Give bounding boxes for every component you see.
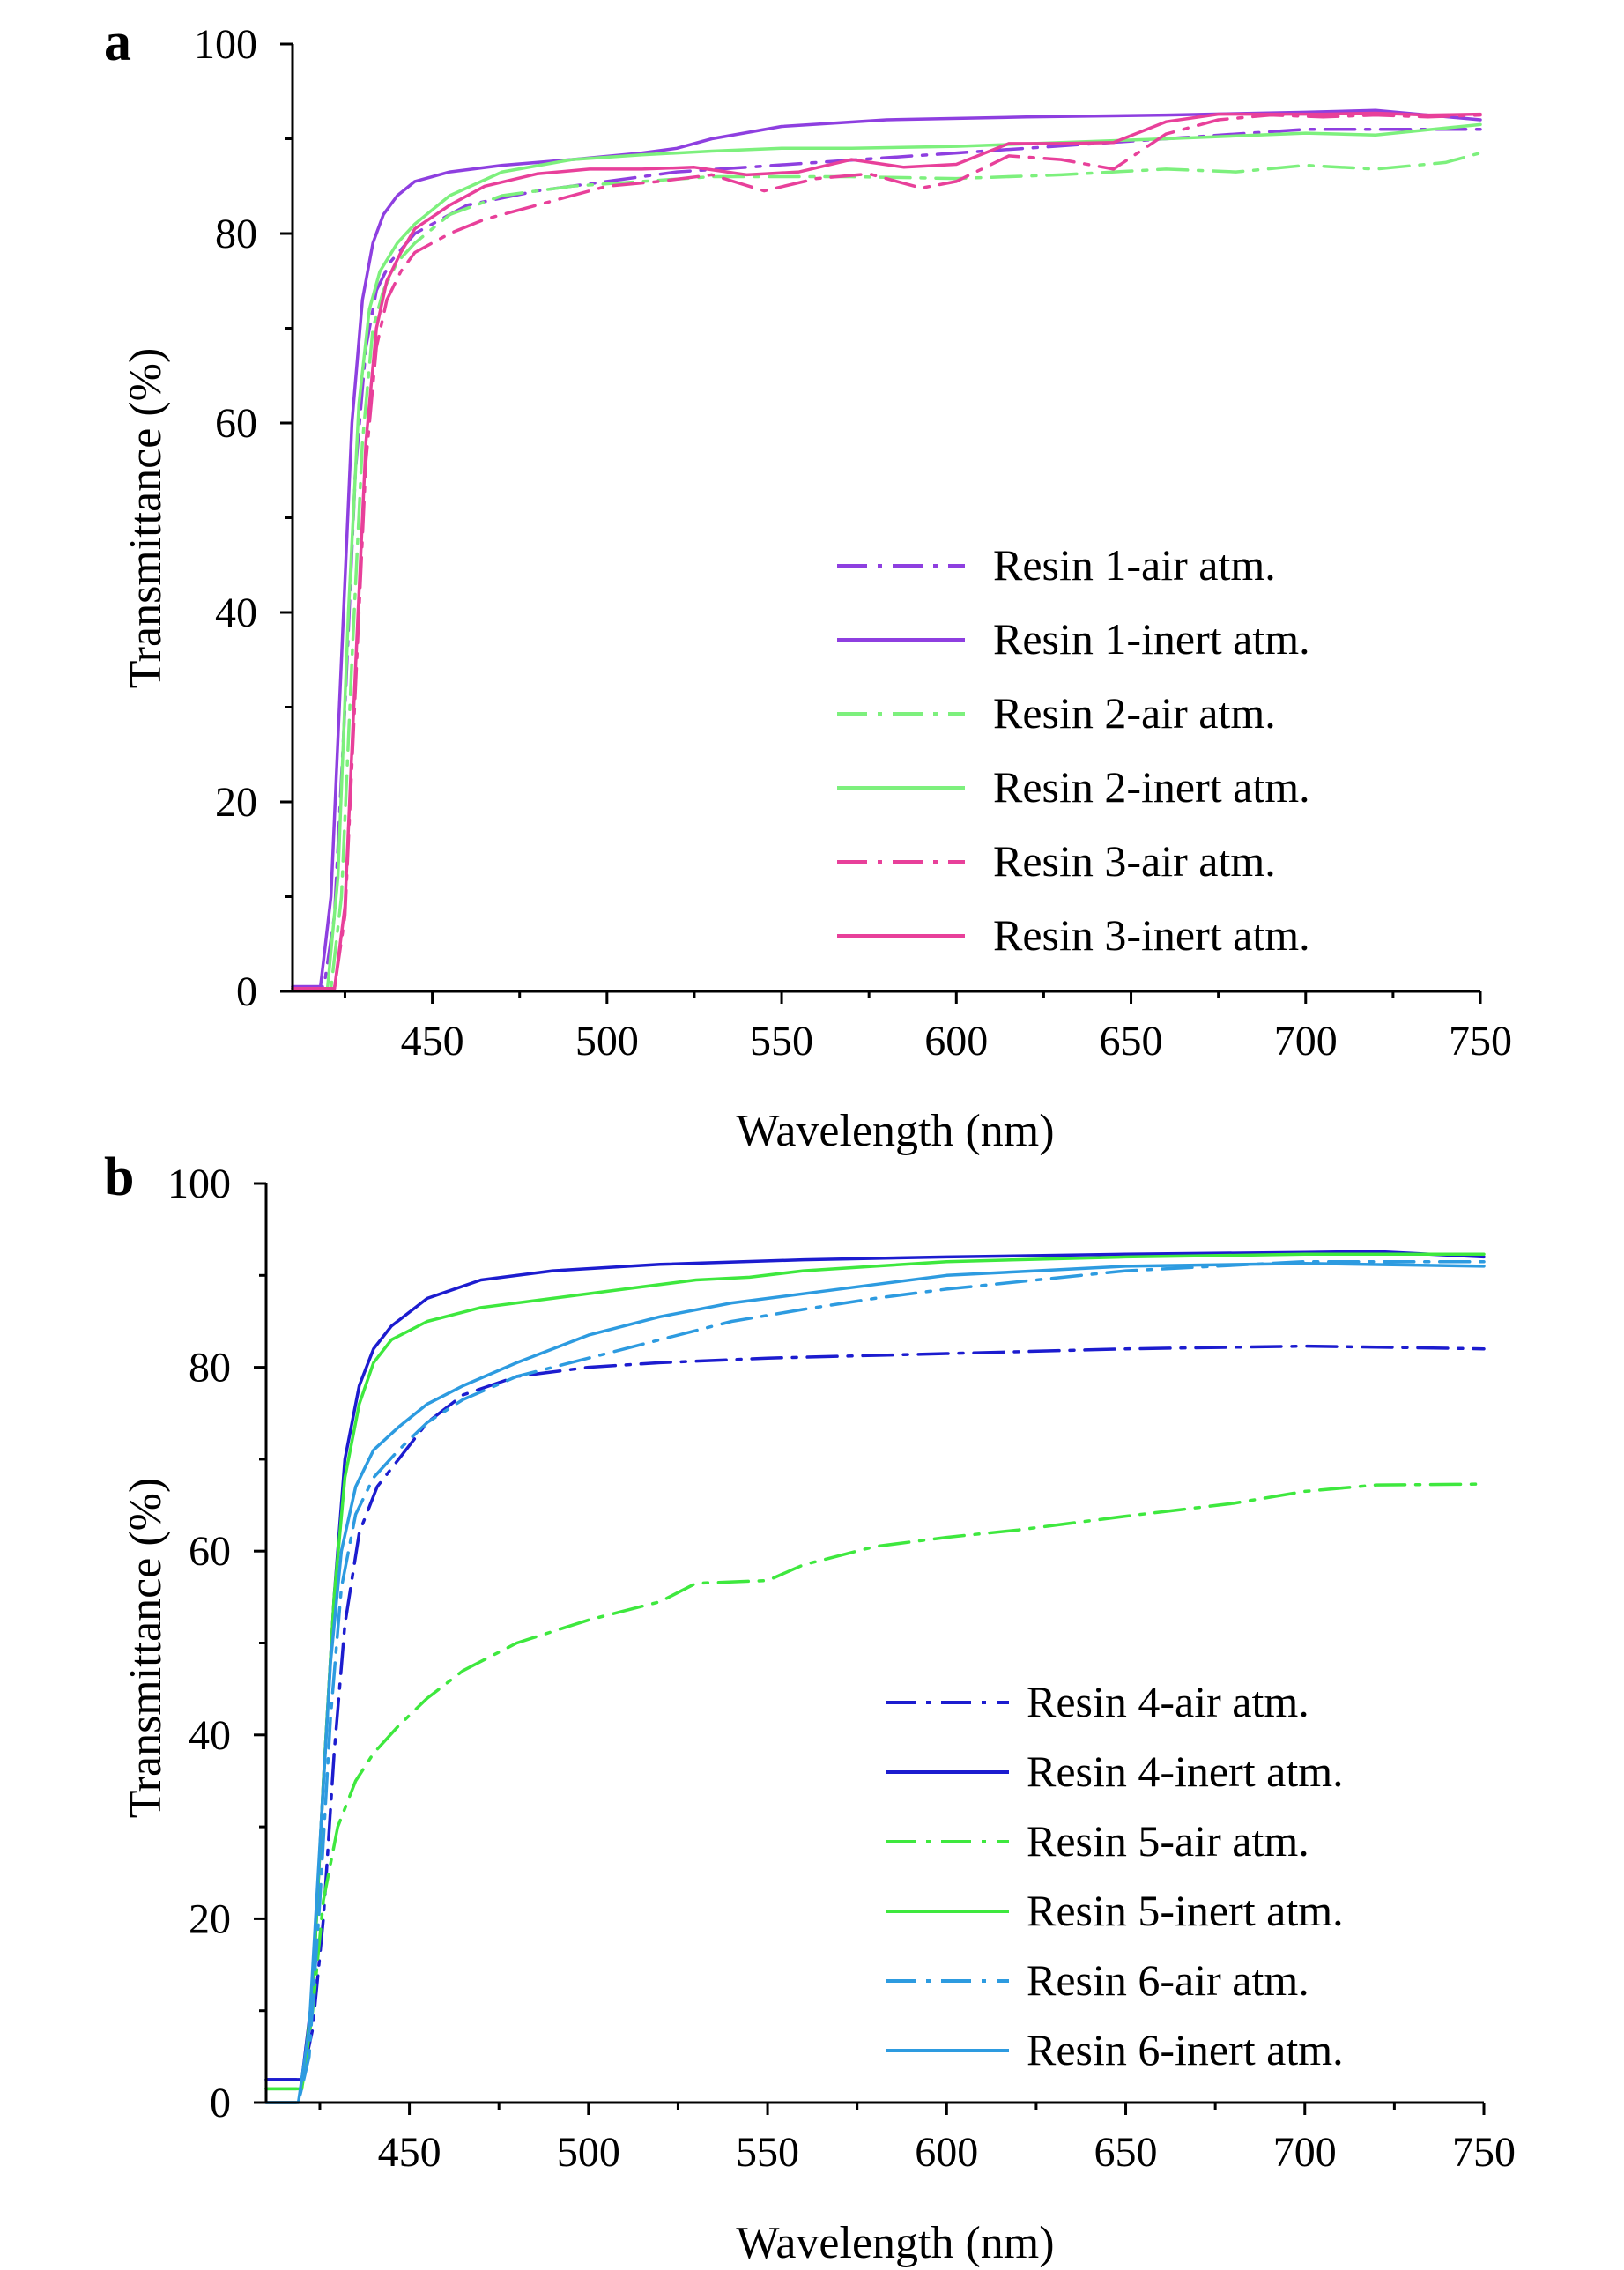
- panel-b-y-tick-label: 40: [189, 1712, 231, 1759]
- panel-a-legend-label-5: Resin 3-air atm.: [993, 836, 1276, 886]
- panel-b-x-tick-label: 550: [736, 2129, 799, 2176]
- panel-a-y-tick-label: 20: [215, 779, 257, 826]
- panel-b-legend-label-3: Resin 5-air atm.: [1027, 1816, 1309, 1866]
- panel-a-x-tick-label: 450: [401, 1018, 464, 1065]
- panel-b-legend-label-2: Resin 4-inert atm.: [1027, 1747, 1344, 1796]
- panel-a-x-axis-title: Wavelength (nm): [736, 1106, 1054, 1156]
- panel-a-y-tick-label: 80: [215, 211, 257, 257]
- panel-a-label: a: [104, 12, 131, 72]
- panel-a-legend-label-2: Resin 1-inert atm.: [993, 614, 1310, 664]
- panel-b-x-tick-label: 650: [1094, 2129, 1158, 2176]
- panel-b-legend-label-6: Resin 6-inert atm.: [1027, 2025, 1344, 2074]
- panel-b-y-axis-title: Transmittance (%): [121, 1478, 171, 1819]
- panel-a: a 450 500 550 600 650 700 750 0 20 40 60 80 100 Wave…: [104, 12, 1512, 1156]
- panel-b-x-axis-title: Wavelength (nm): [736, 2218, 1054, 2268]
- panel-a-series-line-5: [291, 113, 1482, 990]
- panel-b-series-line-3: [264, 1482, 1486, 2091]
- panel-a-legend: Resin 1-air atm. Resin 1-inert atm. Resin …: [837, 540, 1310, 960]
- panel-b-ticks: 450 500 550 600 650 700 750 0 20 40 60 80 100: [167, 1161, 1516, 2176]
- panel-b-y-tick-label: 60: [189, 1528, 231, 1575]
- panel-a-series-group: [291, 108, 1482, 990]
- panel-a-series-line-4: [291, 122, 1482, 990]
- panel-b-series-line-6: [264, 1261, 1486, 2104]
- panel-b-y-tick-label: 100: [167, 1161, 231, 1207]
- panel-b-series-line-1: [264, 1344, 1486, 2081]
- panel-a-series-line-1: [291, 128, 1482, 989]
- panel-a-series-line-3: [291, 151, 1482, 990]
- panel-b-x-tick-label: 750: [1452, 2129, 1516, 2176]
- panel-a-x-tick-label: 600: [924, 1018, 988, 1065]
- panel-a-x-tick-label: 550: [750, 1018, 813, 1065]
- panel-b-y-tick-label: 0: [210, 2080, 231, 2126]
- panel-b-x-tick-label: 600: [915, 2129, 978, 2176]
- panel-a-x-tick-label: 700: [1274, 1018, 1338, 1065]
- panel-a-x-tick-label: 650: [1100, 1018, 1163, 1065]
- panel-a-x-tick-label: 500: [575, 1018, 639, 1065]
- panel-b-label: b: [104, 1147, 134, 1207]
- panel-a-x-tick-label: 750: [1449, 1018, 1512, 1065]
- panel-b-legend: Resin 4-air atm. Resin 4-inert atm. Resin …: [886, 1677, 1344, 2074]
- panel-a-series-line-6: [291, 111, 1482, 990]
- panel-a-y-tick-label: 40: [215, 590, 257, 636]
- panel-a-y-axis-title: Transmittance (%): [121, 348, 171, 689]
- panel-a-legend-label-3: Resin 2-air atm.: [993, 688, 1276, 738]
- panel-a-legend-label-6: Resin 3-inert atm.: [993, 910, 1310, 960]
- panel-a-y-tick-label: 60: [215, 400, 257, 447]
- panel-b-legend-label-5: Resin 6-air atm.: [1027, 1955, 1309, 2005]
- panel-b-series-group: [264, 1250, 1486, 2104]
- panel-b-x-tick-label: 450: [378, 2129, 441, 2176]
- panel-b-x-tick-label: 700: [1273, 2129, 1337, 2176]
- panel-b-y-tick-label: 80: [189, 1345, 231, 1391]
- panel-a-ticks: 450 500 550 600 650 700 750 0 20 40 60 80 100: [194, 21, 1512, 1065]
- panel-b-legend-label-1: Resin 4-air atm.: [1027, 1677, 1309, 1726]
- panel-b: b 450 500 550 600 650 700 750 0 20 40 60 80 100 Wave…: [104, 1147, 1516, 2268]
- panel-a-y-tick-label: 100: [194, 21, 257, 68]
- panel-a-series-line-2: [291, 108, 1482, 989]
- panel-b-legend-label-4: Resin 5-inert atm.: [1027, 1886, 1344, 1935]
- panel-b-x-tick-label: 500: [557, 2129, 620, 2176]
- panel-a-y-tick-label: 0: [236, 968, 257, 1015]
- panel-a-legend-label-1: Resin 1-air atm.: [993, 540, 1276, 590]
- panel-a-legend-label-4: Resin 2-inert atm.: [993, 762, 1310, 812]
- panel-b-y-tick-label: 20: [189, 1895, 231, 1942]
